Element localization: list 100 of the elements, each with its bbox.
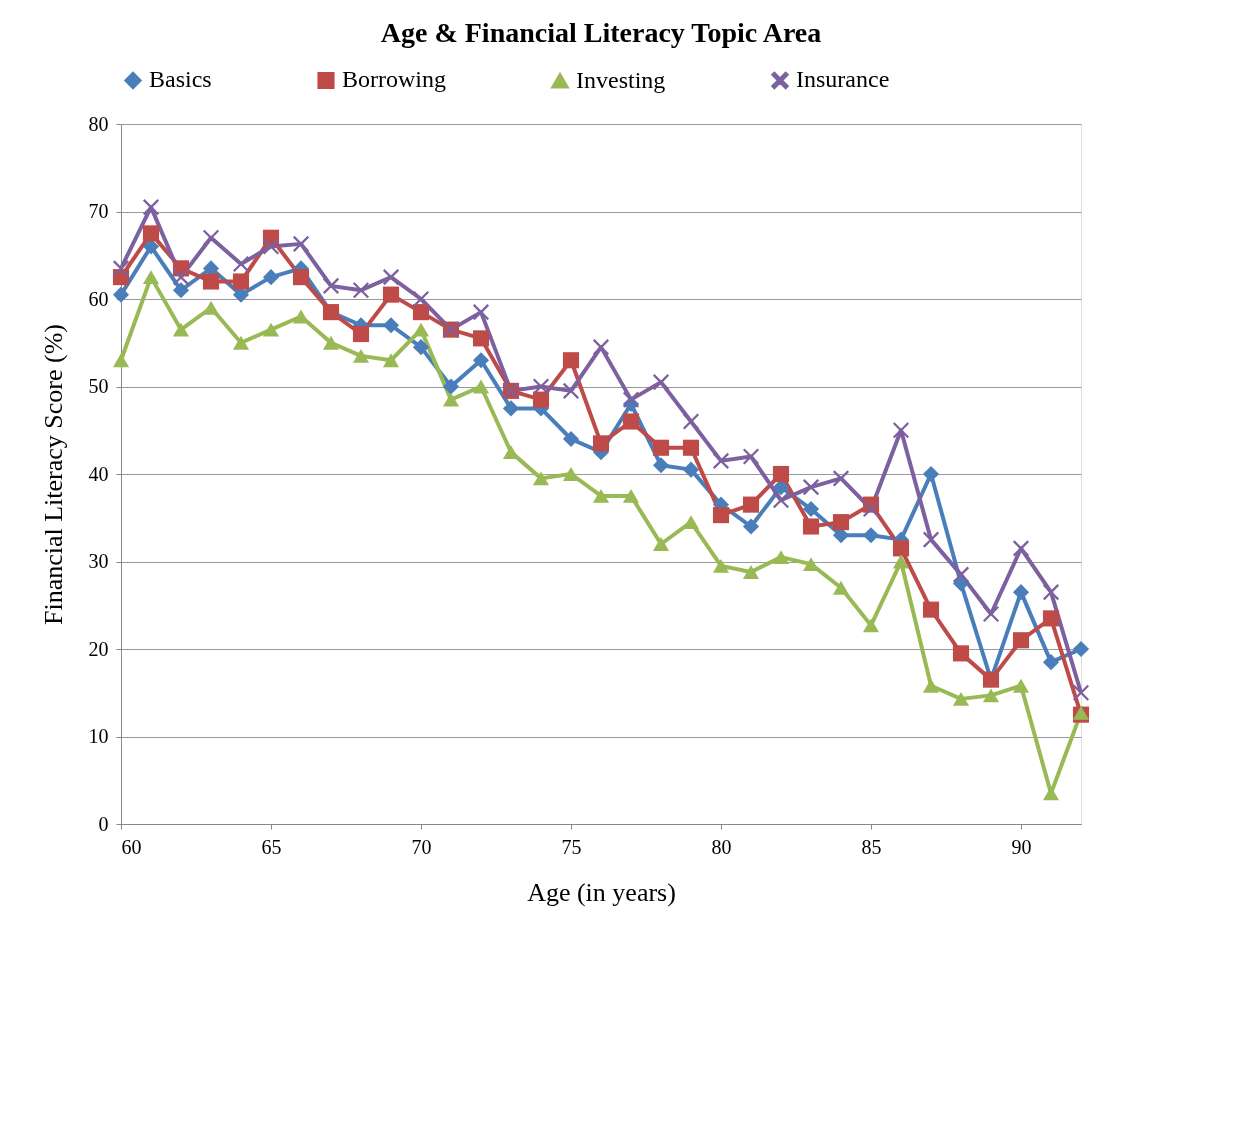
point — [382, 317, 400, 334]
point — [1012, 678, 1030, 693]
point — [352, 325, 370, 343]
point — [712, 558, 730, 573]
point — [232, 273, 250, 290]
point — [562, 430, 580, 448]
point — [832, 580, 850, 595]
point — [1042, 654, 1060, 671]
point — [742, 518, 760, 535]
point — [862, 500, 880, 518]
point — [232, 255, 250, 273]
y-tick-label: 60 — [88, 287, 109, 310]
point — [142, 270, 160, 285]
x-tick-label: 80 — [711, 835, 732, 858]
point — [922, 601, 940, 618]
point — [892, 422, 910, 439]
point — [292, 269, 310, 286]
point — [1042, 610, 1060, 627]
point — [532, 471, 550, 486]
point — [532, 378, 550, 395]
y-tick-label: 50 — [88, 375, 109, 397]
point — [652, 374, 670, 391]
y-tick-label: 30 — [88, 550, 109, 572]
point — [652, 537, 670, 551]
point — [112, 353, 130, 368]
point — [532, 391, 550, 408]
point — [742, 496, 760, 513]
point — [382, 269, 400, 286]
point — [922, 531, 940, 548]
point — [172, 269, 190, 286]
point — [412, 290, 430, 308]
point — [682, 439, 700, 456]
point — [832, 514, 850, 531]
point — [322, 335, 340, 350]
point — [292, 235, 310, 252]
point — [202, 273, 220, 290]
point — [1012, 584, 1030, 601]
point — [772, 465, 790, 483]
point — [802, 479, 820, 496]
point — [112, 286, 130, 303]
x-tick-label: 85 — [861, 835, 882, 858]
y-tick-label: 40 — [88, 462, 109, 485]
point — [562, 352, 580, 369]
point — [262, 269, 280, 286]
point — [862, 618, 880, 633]
point — [562, 382, 580, 399]
x-tick-label: 75 — [561, 835, 582, 858]
point — [622, 488, 640, 503]
point — [982, 688, 1000, 703]
y-tick-label: 20 — [88, 637, 109, 660]
legend-label: Borrowing — [342, 66, 446, 93]
point — [622, 391, 640, 408]
point — [1072, 640, 1090, 658]
point — [1012, 632, 1030, 649]
point — [172, 322, 190, 337]
point — [1012, 540, 1030, 557]
point — [232, 335, 250, 350]
point — [382, 353, 400, 368]
point — [742, 448, 760, 465]
point — [712, 452, 730, 469]
point — [652, 439, 670, 456]
x-tick-label: 90 — [1011, 835, 1032, 858]
point — [922, 465, 940, 483]
point — [1072, 684, 1090, 701]
point — [352, 348, 370, 363]
point — [472, 330, 490, 347]
point — [172, 282, 190, 299]
point — [892, 540, 910, 557]
x-tick-label: 65 — [261, 835, 282, 858]
legend-label: Insurance — [796, 66, 890, 93]
x-tick-label: 60 — [121, 835, 142, 858]
point — [772, 492, 790, 509]
point — [412, 322, 430, 337]
point — [382, 286, 400, 303]
point — [682, 461, 700, 478]
point — [412, 304, 430, 321]
point — [952, 691, 970, 706]
point — [142, 225, 160, 242]
x-tick-label: 70 — [411, 835, 432, 858]
point — [442, 392, 460, 407]
point — [652, 457, 670, 474]
point — [442, 378, 460, 395]
point — [202, 229, 220, 246]
chart-title: Age & Financial Literacy Topic Area — [380, 17, 822, 48]
point — [412, 339, 430, 356]
y-tick-label: 0 — [98, 812, 109, 835]
point — [202, 300, 220, 315]
point — [802, 500, 820, 518]
point — [1042, 584, 1060, 601]
point — [682, 413, 700, 430]
point — [472, 304, 490, 321]
point — [862, 527, 880, 544]
y-tick-label: 10 — [88, 725, 109, 747]
point — [472, 352, 490, 369]
point — [832, 470, 850, 487]
point — [262, 238, 280, 255]
x-axis-title: Age (in years) — [527, 877, 676, 907]
point — [952, 566, 970, 583]
point — [502, 400, 520, 417]
point — [742, 565, 760, 579]
